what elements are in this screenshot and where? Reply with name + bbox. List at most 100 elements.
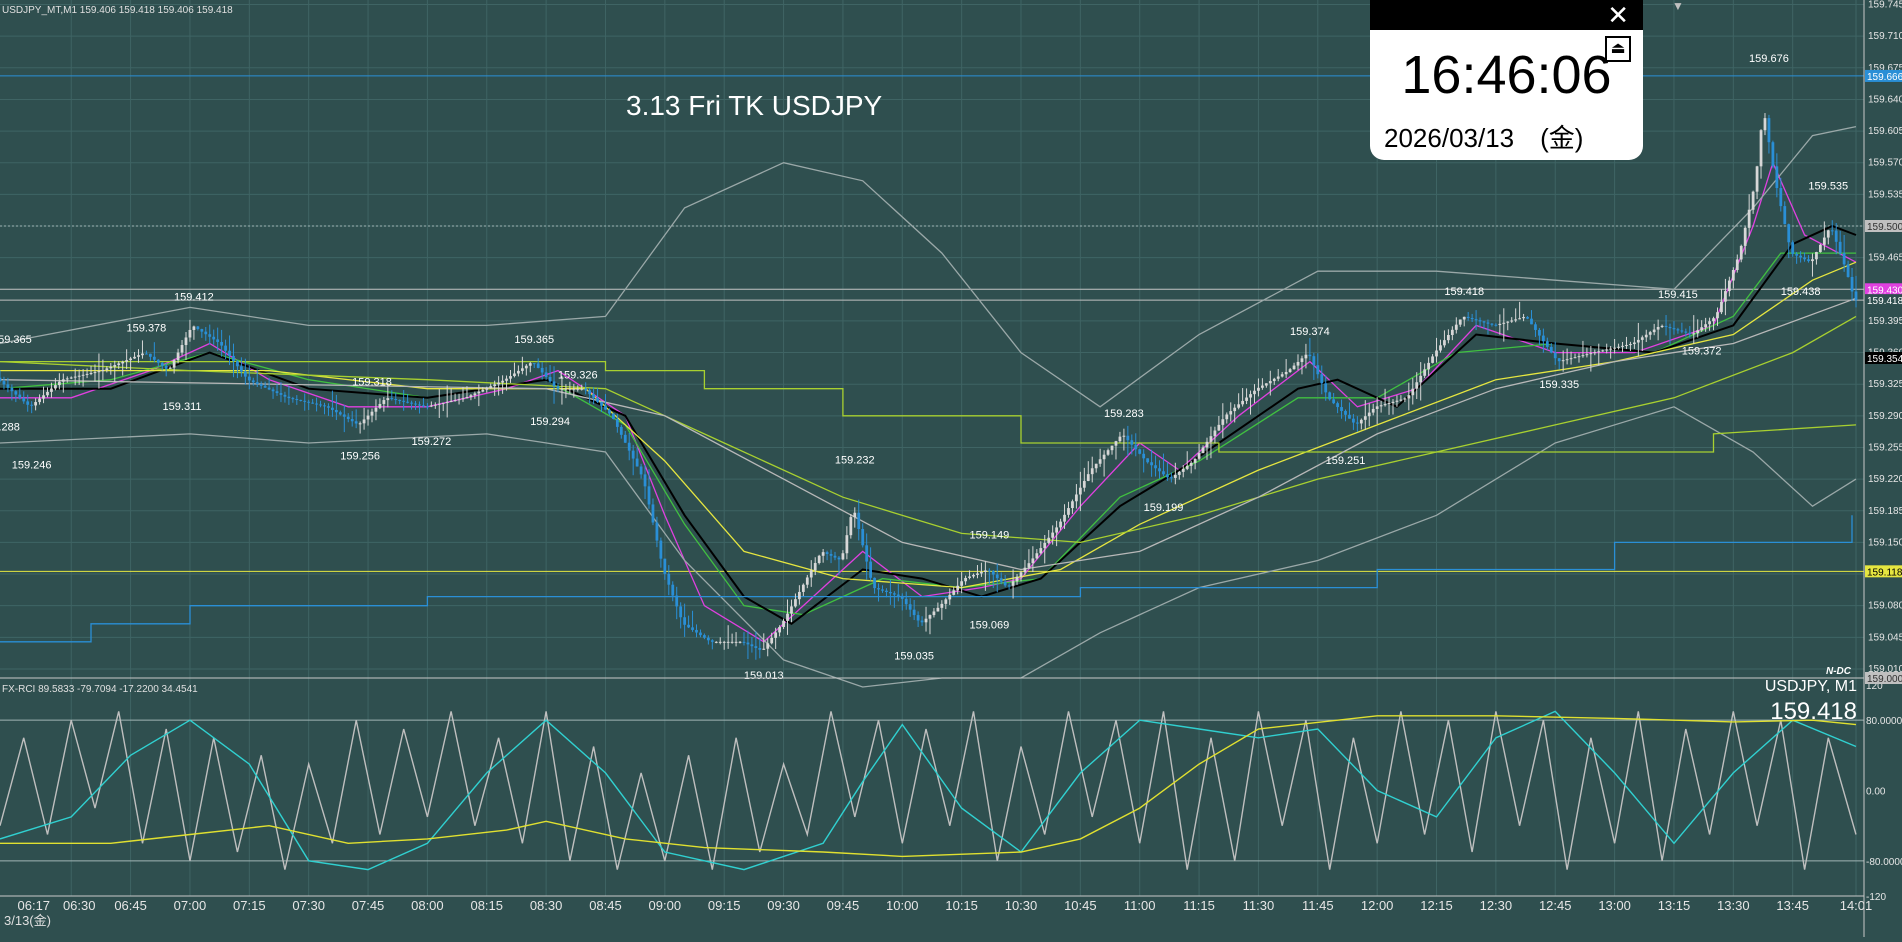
candle-body bbox=[600, 401, 603, 406]
candle-body bbox=[228, 350, 231, 356]
candle-body bbox=[1688, 332, 1692, 334]
candle-body bbox=[1169, 477, 1173, 479]
candle-body bbox=[1498, 323, 1502, 325]
candle-body bbox=[896, 594, 900, 596]
candle-body bbox=[710, 640, 714, 642]
candle-body bbox=[1834, 230, 1838, 242]
price-annotation: 159.335 bbox=[1539, 379, 1579, 391]
candle-body bbox=[695, 629, 698, 633]
x-tick-label: 08:30 bbox=[530, 898, 563, 913]
candle-body bbox=[857, 512, 861, 530]
candle-body bbox=[1118, 436, 1122, 442]
candle-body bbox=[390, 398, 394, 400]
candle-body bbox=[212, 336, 216, 340]
candle-body bbox=[524, 365, 528, 369]
y-tick-label: 159.185 bbox=[1868, 506, 1902, 517]
x-tick-label: 10:30 bbox=[1005, 898, 1038, 913]
x-tick-label: 06:30 bbox=[63, 898, 96, 913]
candle-body bbox=[1367, 412, 1371, 417]
candle-body bbox=[1585, 354, 1589, 356]
candle-body bbox=[699, 632, 702, 636]
candle-body bbox=[964, 577, 967, 582]
candle-body bbox=[243, 371, 247, 377]
candle-body bbox=[1684, 331, 1688, 333]
candle-body bbox=[794, 599, 797, 607]
x-tick-label: 10:45 bbox=[1064, 898, 1097, 913]
candle-body bbox=[30, 404, 34, 406]
candle-body bbox=[1150, 462, 1153, 466]
candle-body bbox=[1078, 487, 1082, 495]
candle-body bbox=[1439, 345, 1442, 351]
candle-body bbox=[999, 578, 1003, 582]
candle-body bbox=[279, 393, 283, 395]
candle-body bbox=[615, 419, 619, 427]
candle-body bbox=[18, 394, 22, 398]
candle-body bbox=[485, 387, 489, 390]
candle-body bbox=[1589, 353, 1593, 355]
candle-body bbox=[770, 637, 774, 644]
candle-body bbox=[287, 396, 291, 399]
price-tag-label: 159.000 bbox=[1867, 674, 1902, 685]
x-tick-label: 11:15 bbox=[1183, 898, 1215, 913]
candle-body bbox=[224, 345, 227, 351]
candle-body bbox=[1395, 400, 1399, 402]
close-icon[interactable]: ✕ bbox=[1607, 0, 1629, 30]
candle-body bbox=[1181, 468, 1185, 472]
candle-body bbox=[817, 555, 821, 564]
candle-body bbox=[1391, 401, 1395, 403]
candle-body bbox=[6, 384, 10, 388]
candle-body bbox=[1375, 406, 1379, 409]
pin-icon[interactable]: ⏏ bbox=[1605, 36, 1631, 62]
candle-body bbox=[164, 365, 168, 369]
candle-body bbox=[750, 644, 754, 647]
candle-body bbox=[1826, 230, 1830, 238]
candle-body bbox=[1280, 374, 1284, 377]
price-annotation: 159.374 bbox=[1290, 326, 1330, 338]
candle-body bbox=[200, 329, 204, 332]
candle-body bbox=[1799, 255, 1802, 258]
candle-body bbox=[259, 384, 263, 386]
candle-body bbox=[85, 373, 89, 375]
candle-body bbox=[845, 535, 849, 554]
candle-body bbox=[1759, 130, 1763, 167]
candle-body bbox=[703, 635, 706, 638]
candle-body bbox=[1272, 378, 1276, 382]
candle-body bbox=[295, 399, 299, 401]
candle-body bbox=[1071, 501, 1074, 509]
candle-body bbox=[1399, 399, 1403, 401]
candle-body bbox=[1755, 166, 1759, 192]
scroll-marker-icon[interactable]: ▼ bbox=[1672, 0, 1684, 13]
candle-body bbox=[1336, 403, 1339, 408]
price-annotation: 159.412 bbox=[174, 292, 214, 304]
candle-body bbox=[267, 387, 271, 390]
candle-body bbox=[1593, 352, 1597, 354]
candle-body bbox=[1225, 414, 1229, 420]
price-annotation: 159.199 bbox=[1144, 502, 1184, 514]
candle-body bbox=[1086, 474, 1090, 481]
candle-body bbox=[1601, 350, 1605, 352]
candle-body bbox=[38, 398, 41, 403]
candle-body bbox=[833, 555, 837, 558]
indicator-ma_fast bbox=[0, 160, 1857, 643]
x-tick-label: 09:45 bbox=[827, 898, 860, 913]
candle-body bbox=[1557, 358, 1561, 362]
candle-body bbox=[133, 356, 136, 359]
candle-body bbox=[105, 368, 109, 370]
candle-body bbox=[77, 375, 81, 377]
x-tick-label: 13:30 bbox=[1717, 898, 1750, 913]
candle-body bbox=[1027, 563, 1031, 568]
x-tick-label: 10:00 bbox=[886, 898, 919, 913]
price-annotation: 159.232 bbox=[835, 454, 875, 466]
candle-body bbox=[57, 381, 61, 386]
candle-body bbox=[1379, 405, 1383, 407]
clock-title-bar[interactable]: ✕ bbox=[1370, 0, 1643, 30]
candle-body bbox=[849, 517, 853, 536]
y-tick-label: 159.150 bbox=[1868, 537, 1902, 548]
candle-body bbox=[1470, 317, 1474, 320]
clock-widget[interactable]: ✕ ⏏ 16:46:06 2026/03/13 (金) bbox=[1370, 0, 1643, 160]
candle-body bbox=[61, 379, 65, 382]
candle-body bbox=[370, 411, 374, 416]
candle-body bbox=[1763, 118, 1767, 131]
candle-body bbox=[920, 620, 924, 623]
